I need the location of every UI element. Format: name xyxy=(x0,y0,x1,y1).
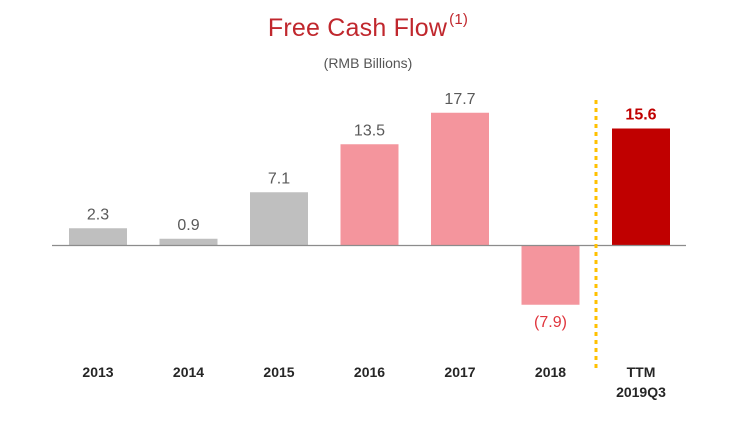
category-label: 2016 xyxy=(354,364,385,380)
title-footnote-marker: (1) xyxy=(449,11,469,28)
category-label: 2017 xyxy=(444,364,475,380)
bar-ttm-2019q3 xyxy=(612,128,670,246)
bar-2017 xyxy=(431,112,489,246)
category-label: 2018 xyxy=(535,364,566,380)
category-label: 2019Q3 xyxy=(616,384,666,400)
data-label: 15.6 xyxy=(625,107,656,124)
data-label: 13.5 xyxy=(354,122,385,139)
category-label: TTM xyxy=(627,364,656,380)
bar-2015 xyxy=(250,192,308,246)
data-label: 0.9 xyxy=(177,217,199,234)
chart-title-text: Free Cash Flow xyxy=(267,14,448,43)
data-label: (7.9) xyxy=(534,314,567,331)
bar-2013 xyxy=(69,228,127,246)
chart-title: Free Cash Flow (1) xyxy=(0,11,736,43)
bar-2018 xyxy=(521,245,580,305)
category-label: 2015 xyxy=(263,364,294,380)
data-label: 7.1 xyxy=(268,170,290,187)
chart-subtitle: (RMB Billions) xyxy=(323,55,413,71)
bar-2014 xyxy=(159,238,218,246)
bar-2016 xyxy=(340,144,399,246)
data-label: 17.7 xyxy=(444,91,475,108)
category-label: 2014 xyxy=(173,364,204,380)
category-label: 2013 xyxy=(82,364,113,380)
data-label: 2.3 xyxy=(87,206,109,223)
